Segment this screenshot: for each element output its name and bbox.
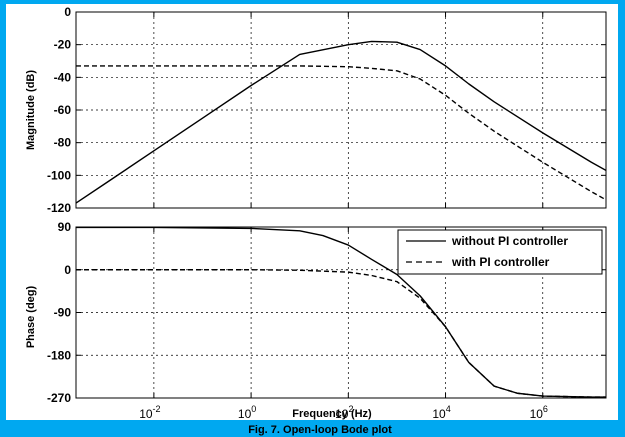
frequency-tick-label: 102 [335, 404, 353, 421]
magnitude-axes: 0 -20 -40 -60 -80 -100 -120 [47, 5, 607, 215]
magnitude-frame [75, 11, 607, 209]
magnitude-ytick-label: -20 [54, 38, 72, 52]
frequency-tick-label: 106 [530, 404, 548, 421]
tick-label-exponent: 6 [543, 404, 548, 414]
phase-frame [75, 226, 607, 399]
legend-label-with-pi: with PI controller [451, 255, 550, 269]
legend-label-without-pi: without PI controller [451, 234, 568, 248]
phase-ytick-label: -270 [47, 391, 71, 405]
frequency-tick-label: 100 [238, 404, 256, 421]
magnitude-series-with-pi [76, 65, 606, 201]
figure-caption: Fig. 7. Open-loop Bode plot [248, 424, 392, 436]
tick-label-base: 10 [530, 407, 544, 421]
tick-label-exponent: 2 [348, 404, 353, 414]
magnitude-ytick-label: -100 [47, 168, 71, 182]
legend: without PI controller with PI controller [397, 229, 603, 275]
tick-label-exponent: 4 [446, 404, 451, 414]
frequency-tick-label: 104 [432, 404, 450, 421]
tick-label-base: 10 [238, 407, 252, 421]
magnitude-ytick-label: -80 [54, 136, 72, 150]
phase-ytick-label: 0 [64, 263, 71, 277]
magnitude-ytick-label: 0 [64, 5, 71, 19]
frequency-tick-label: 10-2 [139, 404, 160, 421]
legend-box [397, 229, 603, 275]
tick-label-base: 10 [432, 407, 446, 421]
phase-ytick-label: -180 [47, 348, 71, 362]
phase-series-without-pi [76, 227, 606, 398]
phase-axis-label: Phase (deg) [25, 285, 37, 348]
phase-ytick-label: -90 [54, 306, 72, 320]
tick-label-exponent: 0 [251, 404, 256, 414]
frequency-axis-label: Frequency (Hz) [292, 408, 372, 420]
magnitude-ytick-label: -60 [54, 103, 72, 117]
phase-series-with-pi [76, 269, 606, 398]
tick-label-base: 10 [139, 407, 153, 421]
tick-label-base: 10 [335, 407, 349, 421]
magnitude-ytick-label: -120 [47, 201, 71, 215]
tick-label-exponent: -2 [153, 404, 161, 414]
magnitude-axis-label: Magnitude (dB) [25, 70, 37, 150]
phase-ytick-label: 90 [58, 220, 72, 234]
magnitude-ytick-label: -40 [54, 70, 72, 84]
magnitude-series-without-pi [76, 40, 606, 204]
